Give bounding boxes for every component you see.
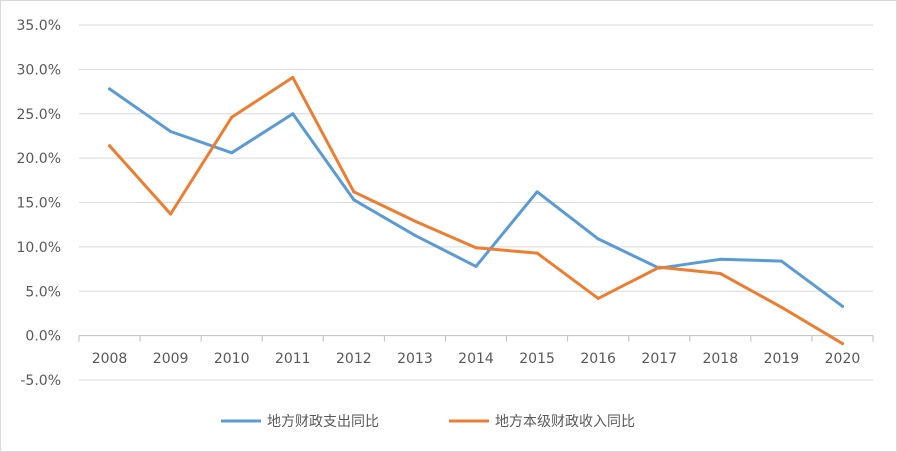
x-tick-label: 2020	[825, 351, 861, 367]
y-tick-label: 25.0%	[17, 107, 61, 123]
data-point	[657, 265, 661, 269]
y-tick-label: 30.0%	[17, 62, 61, 78]
y-tick-label: 35.0%	[17, 18, 61, 34]
data-point	[230, 115, 234, 119]
series-layer	[108, 75, 844, 346]
x-tick-label: 2017	[641, 351, 677, 367]
data-point	[840, 304, 844, 308]
data-point	[291, 75, 295, 79]
x-tick-label: 2010	[214, 351, 250, 367]
data-point	[779, 305, 783, 309]
x-tick-label: 2013	[397, 351, 433, 367]
y-tick-label: 5.0%	[25, 284, 61, 300]
x-tick-label: 2009	[153, 351, 189, 367]
series-line-2	[108, 75, 844, 346]
data-point	[108, 87, 112, 91]
data-point	[169, 212, 173, 216]
x-tick-label: 2012	[336, 351, 372, 367]
y-tick-label: 20.0%	[17, 151, 61, 167]
x-tick-label: 2019	[764, 351, 800, 367]
series-line-1	[108, 87, 844, 308]
y-tick-label: 0.0%	[25, 329, 61, 345]
data-point	[718, 257, 722, 261]
data-point	[169, 130, 173, 133]
data-point	[474, 264, 478, 268]
x-axis: 2008 2009 2010 2011 2012 2013 2014 2015 2016 2017…	[78, 335, 874, 367]
x-tick-label: 2016	[580, 351, 616, 367]
data-point	[718, 272, 722, 275]
data-point	[230, 151, 234, 155]
data-point	[352, 198, 356, 202]
legend-label-1: 地方财政支出同比	[267, 414, 379, 430]
y-axis: -5.0% 0.0% 5.0% 10.0% 15.0% 20.0% 25.0% 30.0% 35…	[17, 18, 61, 389]
x-tick-label: 2015	[519, 351, 555, 367]
data-point	[108, 144, 112, 148]
data-point	[413, 233, 417, 237]
x-tick-label: 2011	[275, 351, 311, 367]
data-point	[413, 219, 417, 223]
data-point	[596, 237, 600, 241]
y-tick-label: 15.0%	[17, 196, 61, 212]
data-point	[840, 342, 844, 346]
y-tick-label: -5.0%	[20, 373, 61, 389]
data-point	[291, 112, 295, 116]
data-point	[779, 259, 783, 263]
x-tick-label: 2018	[702, 351, 738, 367]
data-point	[535, 190, 539, 194]
data-point	[474, 246, 478, 250]
x-tick-label: 2008	[92, 351, 128, 367]
gridlines	[79, 24, 873, 381]
data-point	[535, 251, 539, 255]
y-tick-label: 10.0%	[17, 240, 61, 256]
data-point	[352, 190, 356, 194]
data-point	[596, 296, 600, 300]
legend: 地方财政支出同比 地方本级财政收入同比	[221, 414, 635, 430]
x-tick-label: 2014	[458, 351, 494, 367]
legend-label-2: 地方本级财政收入同比	[495, 414, 635, 430]
